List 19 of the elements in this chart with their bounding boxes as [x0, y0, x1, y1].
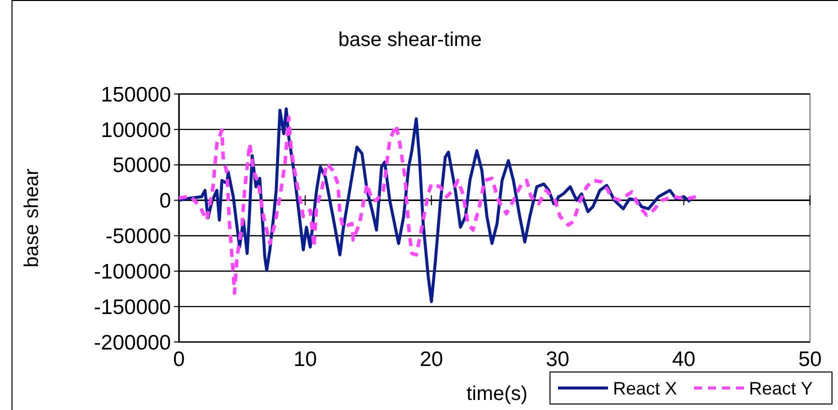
y-tick-label: -100000	[94, 260, 171, 284]
x-tick-label: 20	[420, 348, 444, 371]
x-tick-label: 40	[672, 348, 696, 371]
y-tick-label: -50000	[106, 225, 171, 248]
y-tick-label: 100000	[100, 118, 171, 142]
y-axis-title: base shear	[21, 168, 43, 268]
legend-label: React Y	[749, 378, 813, 398]
legend-label: React X	[613, 378, 678, 398]
y-tick-label: 50000	[112, 154, 171, 178]
x-tick-label: 50	[798, 348, 822, 371]
chart-title: base shear-time	[338, 29, 482, 51]
y-tick-label: 0	[159, 190, 171, 213]
x-tick-label: 10	[294, 348, 317, 371]
x-tick-label: 0	[173, 348, 185, 371]
x-axis-title: time(s)	[466, 383, 528, 405]
y-tick-label: -200000	[94, 331, 171, 354]
x-tick-label: 30	[546, 348, 570, 371]
y-tick-label: 150000	[100, 83, 171, 106]
y-tick-label: -150000	[94, 296, 171, 319]
